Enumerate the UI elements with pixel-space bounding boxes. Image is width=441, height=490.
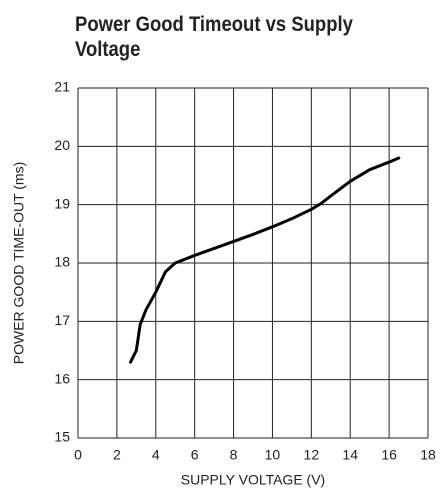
x-axis-label: SUPPLY VOLTAGE (V) [181, 472, 325, 488]
x-tick-label: 4 [152, 447, 160, 463]
y-axis-label: POWER GOOD TIME-OUT (ms) [11, 162, 27, 364]
y-tick-label: 17 [54, 312, 70, 328]
x-tick-label: 2 [113, 447, 121, 463]
y-tick-label: 20 [54, 137, 70, 153]
y-tick-label: 21 [54, 79, 70, 95]
x-tick-label: 18 [420, 447, 436, 463]
x-tick-label: 8 [230, 447, 238, 463]
y-tick-label: 16 [54, 370, 70, 386]
x-tick-label: 14 [342, 447, 358, 463]
y-tick-label: 19 [54, 195, 70, 211]
x-tick-label: 0 [74, 447, 82, 463]
x-tick-label: 12 [304, 447, 320, 463]
x-tick-label: 10 [265, 447, 281, 463]
y-tick-label: 18 [54, 254, 70, 270]
x-tick-label: 16 [381, 447, 397, 463]
chart-title: Power Good Timeout vs Supply Voltage [75, 13, 353, 61]
data-line [129, 156, 401, 364]
x-tick-label: 6 [191, 447, 199, 463]
y-tick-label: 15 [54, 429, 70, 445]
